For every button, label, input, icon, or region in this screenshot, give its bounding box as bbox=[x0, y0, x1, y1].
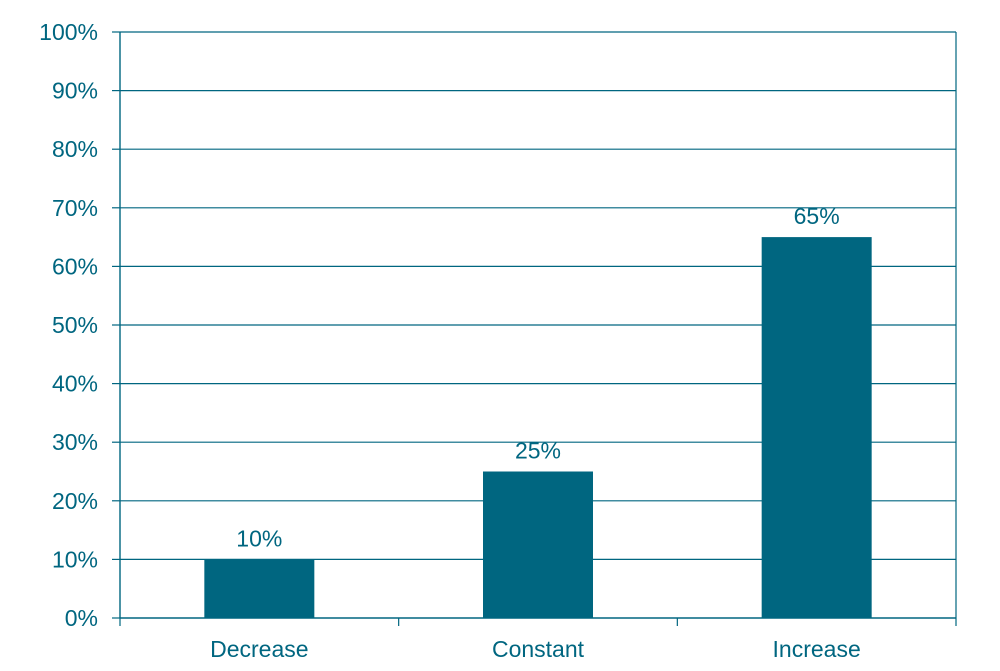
bar-increase bbox=[761, 237, 872, 618]
x-tick-label: Decrease bbox=[210, 636, 308, 662]
y-tick-label: 100% bbox=[39, 19, 98, 45]
labels: 0% 10% 20% 30% 40% 50% 60% 70% 80% 90% 100% 10% Decr… bbox=[39, 19, 861, 662]
y-tick-label: 40% bbox=[52, 371, 98, 397]
y-tick-label: 80% bbox=[52, 136, 98, 162]
y-tick-label: 50% bbox=[52, 312, 98, 338]
y-tick-label: 30% bbox=[52, 429, 98, 455]
y-tick-label: 90% bbox=[52, 78, 98, 104]
data-label: 65% bbox=[794, 203, 840, 229]
y-tick-label: 60% bbox=[52, 253, 98, 279]
x-tick-label: Increase bbox=[773, 636, 861, 662]
bars bbox=[204, 237, 872, 618]
bar-decrease bbox=[204, 559, 315, 618]
y-tick-label: 10% bbox=[52, 546, 98, 572]
y-tick-label: 70% bbox=[52, 195, 98, 221]
y-tick-label: 20% bbox=[52, 488, 98, 514]
x-tick-label: Constant bbox=[492, 636, 585, 662]
data-label: 10% bbox=[236, 525, 282, 551]
data-label: 25% bbox=[515, 438, 561, 464]
y-tick-label: 0% bbox=[65, 605, 98, 631]
axes bbox=[112, 31, 957, 626]
gridlines bbox=[120, 31, 956, 561]
bar-constant bbox=[483, 471, 593, 618]
